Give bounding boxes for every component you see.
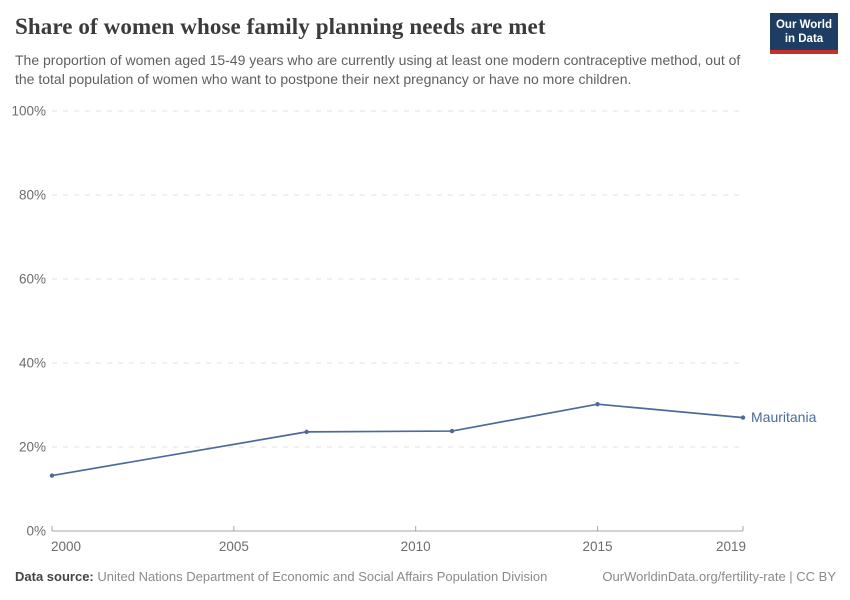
y-tick-label: 60% <box>19 272 46 287</box>
y-tick-label: 80% <box>19 188 46 203</box>
logo-line-1: Our World <box>775 19 832 31</box>
data-point-marker <box>304 429 309 435</box>
y-tick-label: 0% <box>26 524 46 539</box>
chart-title: Share of women whose family planning nee… <box>15 14 546 39</box>
series-label-mauritania: Mauritania <box>751 409 817 425</box>
data-point-marker <box>449 428 455 434</box>
x-tick-label: 2015 <box>583 539 613 554</box>
x-tick-label: 2000 <box>51 539 81 554</box>
data-point-marker <box>49 473 55 478</box>
series-line-mauritania <box>51 403 744 477</box>
chart-subtitle: The proportion of women aged 15-49 years… <box>15 52 741 87</box>
data-source-label: Data source: <box>15 569 94 584</box>
owid-logo: Our World in Data <box>770 13 838 54</box>
x-tick-label: 2019 <box>716 539 746 554</box>
data-source: Data source: United Nations Department o… <box>15 569 547 584</box>
y-tick-label: 40% <box>19 356 46 371</box>
data-point-marker <box>595 401 600 407</box>
logo-line-2: in Data <box>784 33 824 45</box>
chart-footer: Data source: United Nations Department o… <box>15 569 836 584</box>
y-tick-label: 100% <box>11 104 46 119</box>
data-source-text: United Nations Department of Economic an… <box>97 569 548 584</box>
attribution-text: OurWorldinData.org/fertility-rate | CC B… <box>602 569 836 584</box>
data-point-marker <box>740 415 746 420</box>
y-tick-label: 20% <box>19 440 46 455</box>
x-tick-label: 2005 <box>219 539 249 554</box>
x-tick-label: 2010 <box>401 539 431 554</box>
